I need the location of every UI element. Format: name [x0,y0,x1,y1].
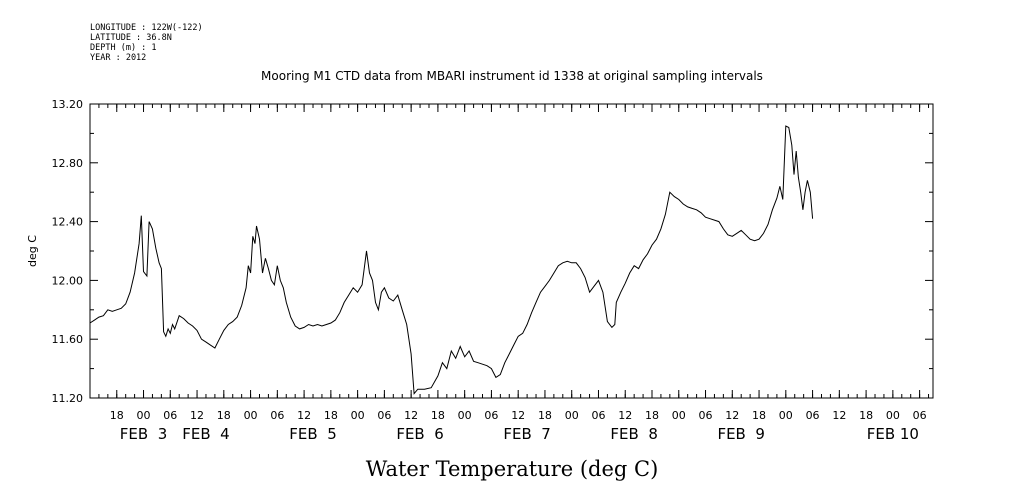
y-tick-label: 13.20 [52,98,84,111]
x-hour-label: 12 [832,409,846,422]
y-axis-label: deg C [26,235,39,267]
x-hour-label: 00 [137,409,151,422]
x-hour-label: 12 [404,409,418,422]
x-hour-label: 00 [886,409,900,422]
y-axis-ticks: 11.20 11.60 12.00 12.40 12.80 13.20 [52,98,933,405]
x-hour-label: 00 [244,409,258,422]
latitude-label: LATITUDE : 36.8N [90,33,172,43]
x-hour-label: 06 [163,409,177,422]
y-tick-label: 12.40 [52,216,84,229]
x-hour-label: 12 [618,409,632,422]
x-hour-label: 00 [672,409,686,422]
x-day-label: FEB 9 [717,425,764,443]
series-line-water-temperature [89,125,814,395]
x-day-label: FEB 4 [182,425,229,443]
x-hour-label: 18 [645,409,659,422]
x-day-label: FEB 8 [610,425,657,443]
y-tick-label: 11.20 [52,392,84,405]
y-tick-label: 12.80 [52,157,84,170]
x-hour-label: 06 [484,409,498,422]
x-hour-label: 18 [431,409,445,422]
x-hour-label: 18 [217,409,231,422]
x-day-label: FEB 5 [289,425,336,443]
x-hour-label: 00 [351,409,365,422]
x-hour-label: 06 [699,409,713,422]
x-hour-label: 06 [270,409,284,422]
x-day-label: FEB 7 [503,425,550,443]
x-hour-label: 06 [591,409,605,422]
chart-title: Mooring M1 CTD data from MBARI instrumen… [261,69,763,83]
x-hour-label: 06 [913,409,927,422]
x-hour-label: 12 [725,409,739,422]
x-hour-label: 00 [458,409,472,422]
x-hour-label: 18 [752,409,766,422]
x-day-label: FEB 3 [120,425,167,443]
x-hour-label: 18 [324,409,338,422]
x-hour-label: 00 [779,409,793,422]
x-hour-label: 12 [190,409,204,422]
x-hour-label: 18 [110,409,124,422]
x-hour-label: 12 [511,409,525,422]
x-hour-label: 06 [806,409,820,422]
x-hour-label: 00 [565,409,579,422]
y-tick-label: 11.60 [52,333,84,346]
x-hour-label: 12 [297,409,311,422]
depth-label: DEPTH (m) : 1 [90,43,157,53]
metadata-header: LONGITUDE : 122W(-122) LATITUDE : 36.8N … [90,23,203,63]
x-hour-label: 18 [859,409,873,422]
year-label: YEAR : 2012 [90,53,146,63]
x-hour-label: 18 [538,409,552,422]
x-day-label: FEB 10 [867,425,919,443]
longitude-label: LONGITUDE : 122W(-122) [90,23,203,33]
x-axis-ticks: 18 00 06 12 18 00 06 12 18 00 06 12 18 00 06 12 18 00 06 12… [89,104,930,443]
x-day-label: FEB 6 [396,425,443,443]
y-tick-label: 12.00 [52,274,84,287]
x-hour-label: 06 [377,409,391,422]
x-axis-label: Water Temperature (deg C) [366,457,659,481]
plot-frame [89,103,934,399]
